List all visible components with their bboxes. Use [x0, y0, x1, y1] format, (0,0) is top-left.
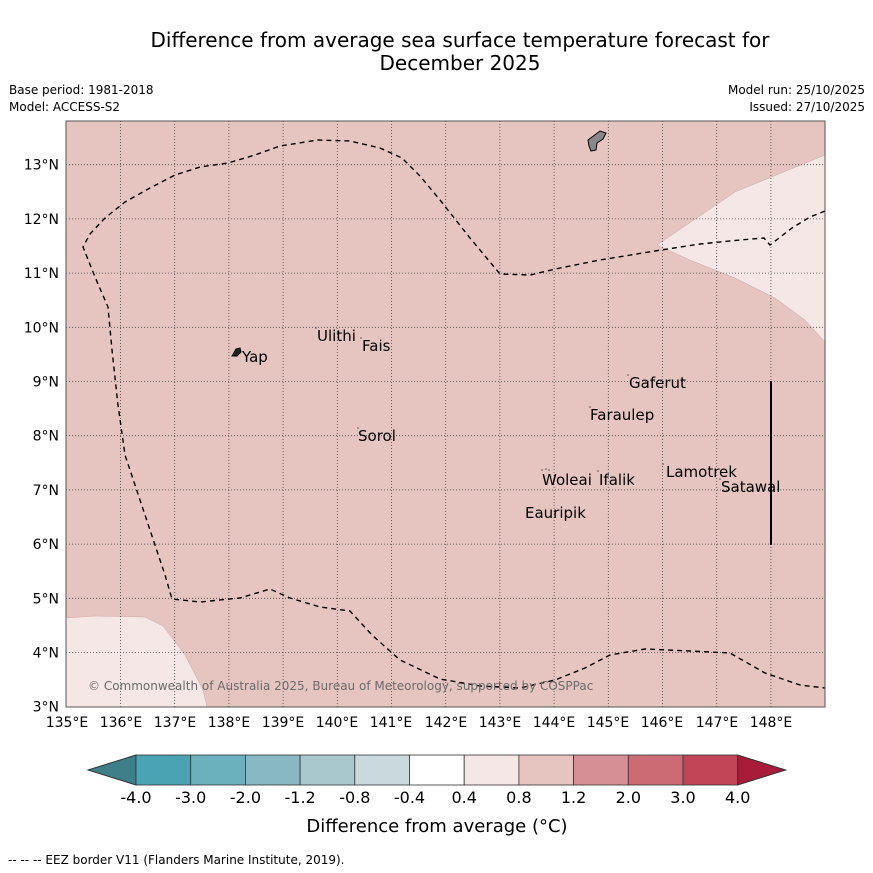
- lon-tick-143: 143°E: [479, 715, 522, 731]
- lon-tick-137: 137°E: [154, 715, 197, 731]
- lon-tick-148: 148°E: [750, 715, 793, 731]
- lon-tick-139: 139°E: [262, 715, 305, 731]
- lon-tick-140: 140°E: [316, 715, 359, 731]
- model-run-date: Model run: 25/10/2025: [727, 83, 865, 97]
- label-sorol: Sorol: [358, 427, 396, 445]
- copyright-notice: © Commonwealth of Australia 2025, Bureau…: [88, 679, 593, 693]
- colorbar-segment: [190, 754, 246, 786]
- label-woleai: Woleai: [542, 471, 592, 489]
- lat-tick-3: 3°N: [33, 700, 59, 716]
- colorbar-tick-label: 1.2: [561, 788, 586, 807]
- label-lamotrek: Lamotrek: [666, 463, 737, 481]
- colorbar-segment: [682, 754, 739, 786]
- guam-island: [587, 130, 607, 152]
- yap-island: [231, 347, 242, 357]
- eez-border-main: [82, 139, 825, 689]
- lat-tick-5: 5°N: [33, 591, 59, 607]
- colorbar-segment: [463, 754, 520, 786]
- label-gaferut: Gaferut: [629, 374, 686, 392]
- lat-tick-10: 10°N: [24, 320, 59, 336]
- map-title-line-1: Difference from average sea surface temp…: [150, 28, 770, 52]
- lat-tick-11: 11°N: [24, 266, 59, 282]
- lat-tick-7: 7°N: [33, 483, 59, 499]
- base-period: Base period: 1981-2018: [9, 83, 154, 97]
- colorbar-segment: [409, 754, 465, 786]
- colorbar-extend-low: [86, 754, 137, 786]
- colorbar-tick-label: -2.0: [230, 788, 261, 807]
- eez-footnote: -- -- -- EEZ border V11 (Flanders Marine…: [8, 853, 345, 867]
- label-satawal: Satawal: [721, 478, 780, 496]
- plot-frame: [65, 120, 826, 708]
- lon-tick-146: 146°E: [641, 715, 684, 731]
- model-name: Model: ACCESS-S2: [9, 100, 121, 114]
- lon-tick-147: 147°E: [696, 715, 739, 731]
- label-ifalik: Ifalik: [599, 471, 635, 489]
- lat-tick-12: 12°N: [24, 212, 59, 228]
- colorbar-segment: [518, 754, 575, 786]
- lon-tick-145: 145°E: [587, 715, 630, 731]
- lon-tick-138: 138°E: [208, 715, 251, 731]
- colorbar: -4.0 -3.0 -2.0 -1.2 -0.8 -0.4 0.4 0.8 1.2 2.0 3.0 4…: [86, 754, 788, 807]
- lon-tick-136: 136°E: [100, 715, 143, 731]
- colorbar-segment: [135, 754, 192, 786]
- colorbar-tick-label: -4.0: [120, 788, 151, 807]
- lat-tick-8: 8°N: [33, 429, 59, 445]
- label-yap: Yap: [241, 348, 268, 366]
- colorbar-tick-label: 4.0: [725, 788, 750, 807]
- lat-tick-6: 6°N: [33, 537, 59, 553]
- colorbar-tick-label: -1.2: [284, 788, 315, 807]
- colorbar-segment: [354, 754, 410, 786]
- label-ulithi: Ulithi: [317, 327, 356, 345]
- lat-tick-13: 13°N: [24, 158, 59, 174]
- colorbar-segment: [573, 754, 629, 786]
- colorbar-tick-label: 2.0: [616, 788, 641, 807]
- label-faraulep: Faraulep: [590, 406, 654, 424]
- colorbar-segment: [627, 754, 684, 786]
- colorbar-tick-label: -0.4: [394, 788, 425, 807]
- issued-date: Issued: 27/10/2025: [749, 100, 865, 114]
- label-fais: Fais: [362, 337, 391, 355]
- colorbar-title: Difference from average (°C): [306, 816, 567, 837]
- colorbar-tick-label: 0.8: [506, 788, 531, 807]
- lon-tick-135: 135°E: [46, 715, 89, 731]
- lat-tick-9: 9°N: [33, 375, 59, 391]
- anomaly-region-southwest: [66, 615, 208, 707]
- lat-tick-4: 4°N: [33, 646, 59, 662]
- colorbar-segment: [244, 754, 301, 786]
- lon-tick-141: 141°E: [370, 715, 413, 731]
- anomaly-region-northeast: [656, 154, 825, 343]
- colorbar-tick-label: 3.0: [670, 788, 695, 807]
- colorbar-extend-high: [737, 754, 788, 786]
- latitude-gridlines: [66, 164, 825, 653]
- atoll-markers: [315, 327, 721, 480]
- map-title-line-2: December 2025: [379, 51, 541, 75]
- colorbar-tick-label: -3.0: [175, 788, 206, 807]
- colorbar-tick-label: 0.4: [451, 788, 476, 807]
- lon-tick-142: 142°E: [425, 715, 468, 731]
- colorbar-tick-label: -0.8: [339, 788, 370, 807]
- colorbar-segment: [299, 754, 356, 786]
- lon-tick-144: 144°E: [533, 715, 576, 731]
- label-eauripik: Eauripik: [525, 504, 586, 522]
